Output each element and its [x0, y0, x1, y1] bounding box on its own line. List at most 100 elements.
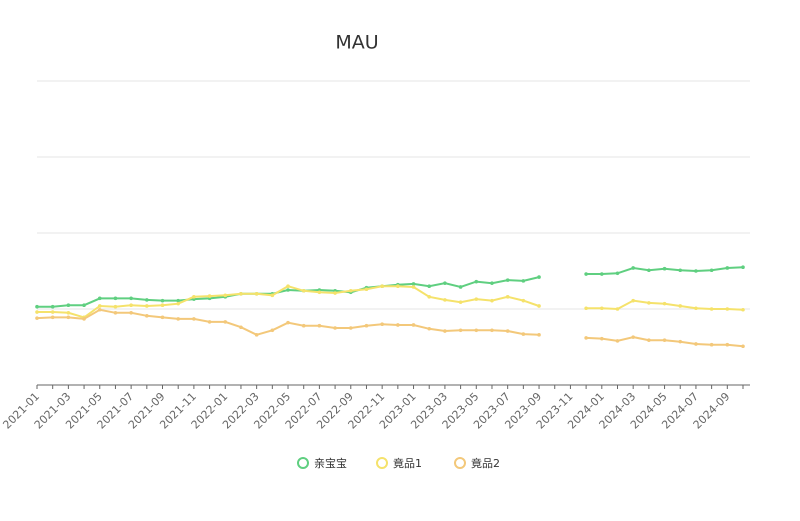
data-point	[50, 315, 55, 320]
data-point	[380, 284, 384, 289]
data-point	[176, 298, 180, 303]
data-point	[192, 295, 196, 299]
legend-marker	[376, 457, 388, 469]
data-point	[521, 332, 526, 336]
data-point	[505, 329, 510, 333]
data-point	[129, 296, 133, 301]
data-point	[160, 315, 165, 320]
data-point	[160, 303, 165, 308]
data-point	[741, 307, 745, 312]
data-point	[301, 323, 306, 328]
data-point	[631, 266, 635, 270]
data-point	[176, 317, 180, 321]
data-point	[396, 284, 400, 289]
data-point	[160, 298, 165, 303]
data-point	[35, 316, 39, 320]
data-point	[662, 338, 667, 342]
series-line	[36, 308, 744, 348]
data-point	[458, 328, 463, 333]
data-point	[207, 294, 212, 298]
data-point	[35, 310, 39, 314]
data-point	[145, 314, 149, 318]
data-point	[725, 342, 730, 347]
data-point	[600, 272, 604, 276]
data-point	[458, 285, 463, 289]
data-point	[82, 303, 86, 308]
data-point	[709, 342, 714, 347]
data-point	[286, 288, 290, 292]
data-point	[694, 306, 698, 311]
data-point	[647, 268, 651, 273]
data-point	[254, 333, 259, 337]
data-point	[270, 328, 275, 333]
data-point	[145, 304, 149, 308]
data-point	[113, 304, 118, 309]
data-point	[725, 307, 730, 311]
data-point	[741, 344, 745, 349]
data-point	[490, 281, 494, 285]
legend-label: 竟品1	[393, 457, 422, 470]
data-point	[129, 303, 133, 308]
data-point	[615, 339, 620, 343]
data-point	[333, 291, 337, 295]
data-point	[584, 306, 588, 311]
data-point	[348, 288, 353, 293]
data-point	[239, 292, 243, 296]
data-point	[66, 303, 71, 308]
data-point	[474, 279, 479, 284]
data-point	[678, 268, 683, 273]
data-point	[427, 326, 432, 331]
data-point	[380, 322, 384, 327]
data-point	[741, 265, 745, 270]
legend-label: 亲宝宝	[314, 456, 347, 470]
data-point	[678, 339, 683, 344]
data-point	[458, 300, 463, 304]
data-point	[66, 315, 71, 320]
data-point	[600, 336, 604, 341]
data-point	[411, 285, 416, 289]
data-point	[505, 295, 510, 299]
data-point	[678, 304, 683, 308]
data-point	[584, 336, 588, 340]
legend-item: 竟品2	[454, 457, 500, 470]
data-point	[443, 329, 447, 333]
data-point	[443, 298, 447, 302]
data-point	[537, 304, 541, 308]
data-point	[113, 311, 118, 315]
data-point	[662, 301, 667, 306]
data-point	[192, 317, 196, 321]
data-point	[50, 310, 55, 314]
data-point	[411, 282, 416, 286]
data-point	[97, 307, 102, 312]
data-point	[301, 288, 306, 293]
data-point	[223, 320, 228, 324]
data-point	[443, 281, 447, 285]
legend-item: 竟品1	[376, 457, 422, 470]
data-point	[82, 317, 86, 321]
series-line	[37, 285, 744, 319]
data-point	[600, 306, 604, 311]
data-point	[176, 301, 180, 306]
data-point	[505, 278, 510, 282]
data-point	[631, 335, 635, 339]
data-point	[50, 304, 55, 309]
data-point	[584, 272, 588, 276]
data-point	[364, 287, 369, 292]
data-point	[317, 290, 322, 295]
data-point	[615, 271, 620, 276]
data-point	[223, 293, 228, 298]
data-point	[145, 298, 149, 302]
data-point	[694, 342, 698, 346]
data-point	[286, 320, 290, 325]
data-point	[35, 304, 39, 309]
data-point	[615, 307, 620, 311]
data-point	[647, 301, 651, 305]
data-point	[537, 333, 541, 337]
data-point	[474, 297, 479, 301]
data-point	[490, 328, 494, 333]
legend-label: 竟品2	[471, 457, 500, 470]
data-point	[66, 311, 71, 315]
data-point	[474, 328, 479, 333]
data-point	[694, 269, 698, 273]
